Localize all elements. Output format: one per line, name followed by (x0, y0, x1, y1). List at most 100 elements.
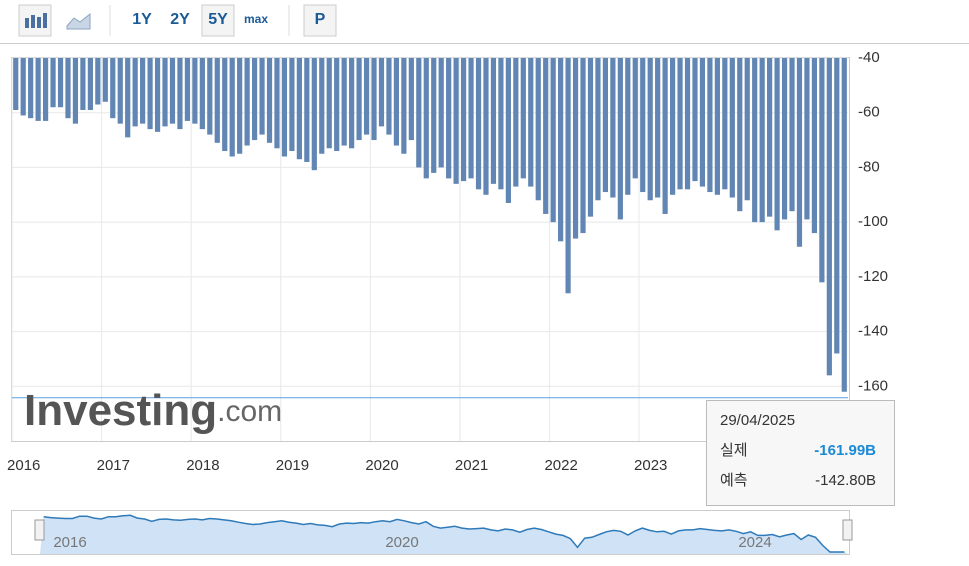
bar (737, 58, 743, 212)
bar (722, 58, 728, 190)
bar (692, 58, 698, 182)
bar (140, 58, 146, 124)
x-tick-label: 2022 (544, 457, 577, 474)
bar (132, 58, 138, 127)
bar (804, 58, 810, 220)
tooltip-actual: -161.99B (814, 442, 876, 459)
bar (386, 58, 392, 135)
watermark-brand: Investing (24, 386, 217, 435)
bar (110, 58, 116, 119)
bar (416, 58, 422, 168)
navigator-handle (34, 519, 45, 541)
bar (707, 58, 713, 193)
p-button[interactable]: P (315, 11, 326, 28)
bar (237, 58, 243, 154)
y-tick-label: -120 (858, 268, 888, 285)
bar (20, 58, 26, 116)
bar (789, 58, 795, 212)
active-button-frame (201, 4, 235, 37)
bar (625, 58, 631, 195)
bar (57, 58, 64, 108)
y-tick-label: -40 (858, 49, 880, 66)
bar (125, 58, 131, 138)
bar (334, 58, 340, 152)
bar (319, 58, 325, 154)
bar (72, 58, 79, 124)
bar (460, 58, 467, 182)
bar (393, 58, 400, 146)
range-button[interactable]: max (244, 12, 268, 26)
bar (50, 58, 56, 108)
tooltip: 29/04/2025 실제 -161.99B 예측 -142.80B (706, 400, 895, 506)
range-button[interactable]: 5Y (208, 11, 228, 28)
bar (87, 58, 93, 110)
tooltip-actual-label: 실제 (720, 442, 748, 459)
bar (781, 58, 788, 220)
bar (714, 58, 720, 195)
bar (729, 58, 735, 198)
bar (184, 58, 191, 121)
watermark: Investing.com (24, 386, 282, 435)
bar (468, 58, 474, 179)
bar (513, 58, 519, 187)
bar (401, 58, 407, 154)
bar (378, 58, 385, 127)
bar (602, 58, 609, 193)
icon (43, 13, 47, 28)
bar (490, 58, 497, 184)
bar (759, 58, 765, 223)
bar (192, 58, 198, 124)
x-tick-label: 2018 (186, 457, 219, 474)
range-button[interactable]: 1Y (132, 11, 152, 28)
bar (767, 58, 773, 217)
tooltip-forecast-label: 예측 (720, 472, 748, 489)
bar (296, 58, 302, 160)
bar (535, 58, 541, 201)
x-tick-label: 2016 (7, 457, 40, 474)
bar (669, 58, 676, 195)
bar (423, 58, 429, 179)
tooltip-forecast: -142.80B (815, 472, 876, 489)
bar (431, 58, 437, 173)
bar (744, 58, 750, 201)
x-tick-label: 2017 (97, 457, 130, 474)
bar (117, 58, 123, 124)
bar (811, 58, 818, 234)
labels: -40 -60 -80 -100 -120 -140 -160 2016 2017 2018 201… (7, 49, 888, 474)
bar (102, 58, 108, 102)
bar (647, 58, 653, 201)
bar (251, 58, 258, 141)
bar (841, 58, 847, 392)
bar (13, 58, 19, 110)
navigator-handle (842, 519, 853, 541)
y-tick-label: -100 (858, 213, 888, 230)
range-button[interactable]: 2Y (170, 11, 190, 28)
bar (356, 58, 362, 141)
navigator-label: 2020 (385, 534, 418, 551)
area-chart-button[interactable] (66, 12, 91, 30)
bar (826, 58, 832, 376)
bar (214, 58, 220, 143)
bar (147, 58, 153, 130)
x-tick-label: 2021 (455, 457, 488, 474)
bar (281, 58, 288, 157)
watermark-suffix: .com (217, 395, 282, 428)
bar (154, 58, 161, 132)
navigator-area (40, 515, 848, 554)
x-tick-label: 2020 (365, 457, 398, 474)
toolbar: 1Y 2Y 5Y max P (0, 4, 969, 44)
navigator-line (43, 514, 845, 553)
bar (371, 58, 377, 141)
bar (505, 58, 511, 203)
y-tick-label: -60 (858, 104, 880, 121)
bar (662, 58, 668, 214)
bar (699, 58, 706, 187)
bar (207, 58, 213, 135)
bar (266, 58, 273, 143)
bar (475, 58, 482, 190)
bar (304, 58, 310, 162)
bar (177, 58, 183, 130)
bars (12, 58, 848, 399)
bar (446, 58, 452, 179)
